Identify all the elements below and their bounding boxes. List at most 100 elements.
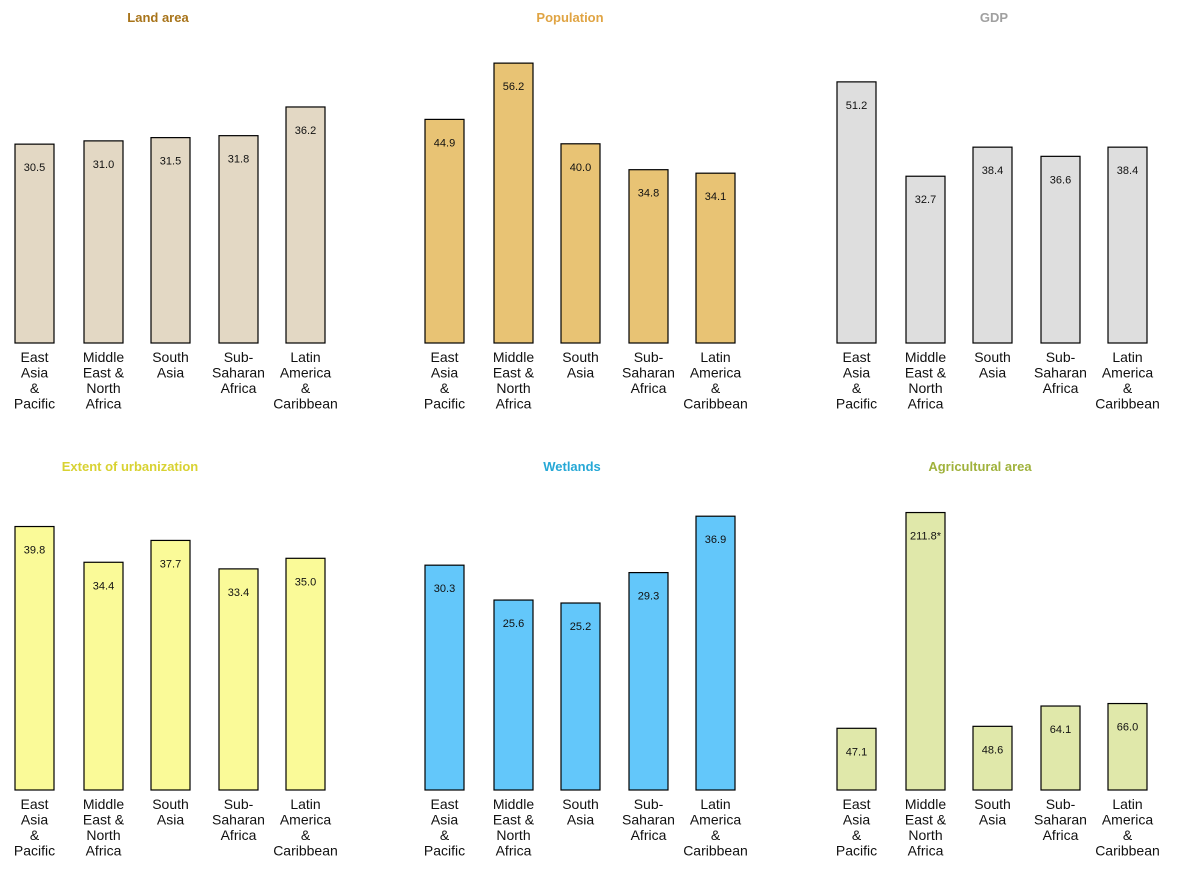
data-label: 38.4: [1117, 165, 1138, 177]
category-label: Latin: [1112, 349, 1142, 365]
bar: [218, 568, 259, 791]
data-label: 211.8*: [910, 531, 942, 543]
category-label: Africa: [1043, 380, 1079, 396]
category-label: East &: [493, 812, 535, 828]
bar: [83, 561, 124, 791]
category-label: &: [711, 827, 721, 843]
category-label: South: [562, 349, 599, 365]
category-label: Caribbean: [273, 396, 338, 412]
data-label: 44.9: [434, 137, 455, 149]
bar: [695, 515, 736, 791]
category-label: North: [86, 380, 120, 396]
category-label: &: [301, 380, 311, 396]
category-label: Caribbean: [683, 843, 748, 859]
category-label: East &: [83, 365, 125, 381]
data-label: 34.8: [638, 188, 659, 200]
category-label: Asia: [843, 812, 870, 828]
data-label: 47.1: [846, 746, 867, 758]
bar: [424, 118, 465, 344]
bar: [1040, 155, 1081, 344]
category-label: Pacific: [424, 396, 465, 412]
category-label: &: [852, 827, 862, 843]
category-label: &: [30, 827, 40, 843]
category-label: South: [152, 796, 189, 812]
category-label: Sub-: [224, 796, 254, 812]
chart-title: Population: [536, 10, 603, 25]
category-label: America: [1102, 365, 1154, 381]
bar: [836, 81, 877, 344]
category-label: East &: [493, 365, 535, 381]
category-label: &: [440, 827, 450, 843]
category-label: Asia: [567, 812, 594, 828]
category-label: North: [496, 827, 530, 843]
category-label: Sub-: [1046, 796, 1076, 812]
category-label: Sub-: [634, 796, 664, 812]
category-label: &: [30, 380, 40, 396]
data-label: 35.0: [295, 576, 316, 588]
category-label: Asia: [157, 365, 184, 381]
category-label: Africa: [631, 827, 667, 843]
category-label: Africa: [1043, 827, 1079, 843]
category-label: Asia: [843, 365, 870, 381]
category-label: Africa: [86, 843, 122, 859]
bar: [628, 571, 669, 791]
chart-panel: Population44.9EastAsia&Pacific56.2Middle…: [424, 10, 748, 412]
bar: [1040, 705, 1081, 791]
bar: [218, 135, 259, 344]
category-label: Saharan: [1034, 812, 1087, 828]
data-label: 66.0: [1117, 722, 1138, 734]
bar: [493, 599, 534, 791]
data-label: 39.8: [24, 545, 45, 557]
category-label: Middle: [493, 349, 534, 365]
category-label: America: [690, 812, 742, 828]
bar: [695, 172, 736, 344]
bar: [285, 106, 326, 344]
data-label: 51.2: [846, 100, 867, 112]
category-label: Pacific: [14, 843, 55, 859]
category-label: &: [1123, 827, 1133, 843]
data-label: 30.3: [434, 583, 455, 595]
chart-title: Extent of urbanization: [62, 459, 199, 474]
data-label: 29.3: [638, 591, 659, 603]
category-label: East: [842, 349, 870, 365]
data-label: 31.5: [160, 156, 181, 168]
category-label: North: [908, 380, 942, 396]
category-label: Asia: [157, 812, 184, 828]
bar: [83, 140, 124, 344]
category-label: Asia: [979, 812, 1006, 828]
bar: [285, 557, 326, 791]
category-label: Asia: [431, 812, 458, 828]
category-label: East: [430, 796, 458, 812]
category-label: America: [280, 365, 332, 381]
chart-title: GDP: [980, 10, 1009, 25]
chart-title: Agricultural area: [928, 459, 1032, 474]
category-label: Saharan: [622, 365, 675, 381]
data-label: 34.1: [705, 191, 726, 203]
data-label: 36.6: [1050, 174, 1071, 186]
category-label: Middle: [83, 796, 124, 812]
category-label: South: [974, 796, 1011, 812]
bar: [493, 62, 534, 344]
data-label: 56.2: [503, 81, 524, 93]
category-label: America: [280, 812, 332, 828]
category-label: East: [20, 796, 48, 812]
bar: [628, 169, 669, 344]
category-label: East: [430, 349, 458, 365]
category-label: Pacific: [836, 396, 877, 412]
data-label: 32.7: [915, 194, 936, 206]
bar: [905, 511, 946, 791]
category-label: Middle: [83, 349, 124, 365]
chart-panel: Agricultural area47.1EastAsia&Pacific211…: [836, 459, 1160, 859]
category-label: &: [1123, 380, 1133, 396]
category-label: Latin: [290, 796, 320, 812]
category-label: Pacific: [836, 843, 877, 859]
category-label: Saharan: [212, 812, 265, 828]
data-label: 64.1: [1050, 724, 1071, 736]
category-label: Latin: [1112, 796, 1142, 812]
data-label: 37.7: [160, 558, 181, 570]
category-label: Africa: [496, 843, 532, 859]
category-label: Africa: [221, 827, 257, 843]
category-label: &: [301, 827, 311, 843]
category-label: Africa: [908, 843, 944, 859]
